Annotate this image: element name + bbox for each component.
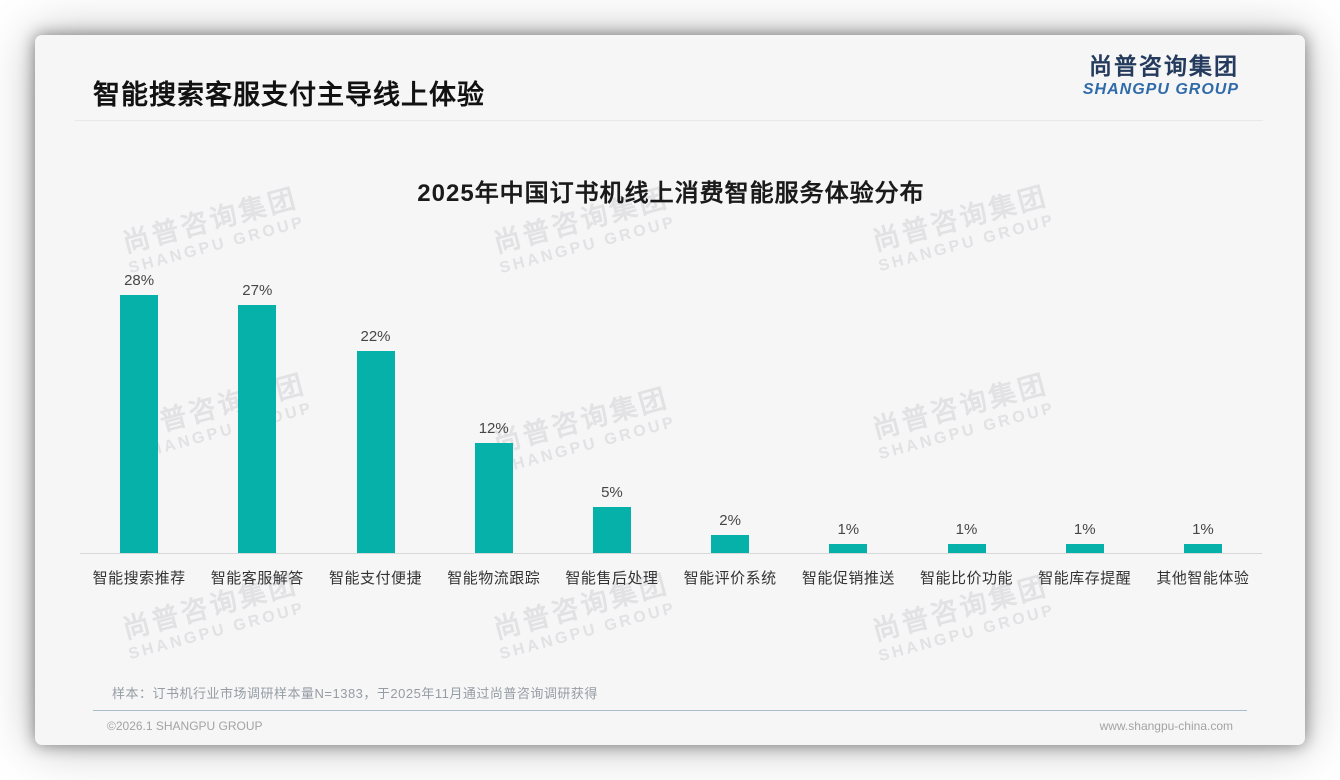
bar-column: 27% (198, 180, 316, 553)
category-label: 智能客服解答 (210, 570, 304, 587)
bar-value-label: 5% (601, 484, 623, 501)
category-label: 智能售后处理 (565, 570, 659, 587)
bar (1183, 543, 1222, 553)
bar-column: 1% (1144, 180, 1262, 553)
category-label: 智能比价功能 (920, 570, 1014, 587)
page-title: 智能搜索客服支付主导线上体验 (93, 80, 485, 110)
category-label: 智能促销推送 (801, 570, 895, 587)
bar-value-label: 12% (478, 419, 509, 437)
bar-value-label: 27% (242, 281, 273, 299)
bar (711, 534, 750, 553)
bar (829, 543, 868, 553)
bar-value-label: 22% (360, 327, 391, 345)
bar-value-label: 1% (1192, 520, 1214, 538)
bar-value-label: 28% (124, 272, 155, 290)
bar-column: 1% (789, 180, 907, 553)
bar (592, 507, 631, 553)
category-label: 智能评价系统 (683, 570, 777, 587)
website-text: www.shangpu-china.com (1099, 719, 1233, 733)
chart-title: 2025年中国订书机线上消费智能服务体验分布 (417, 180, 925, 207)
bar-chart-plot-area: 28% 27% 22% 12% 5% 2% 1% 1% 1% 1% (80, 180, 1262, 554)
slide-card: 尚普咨询集团 SHANGPU GROUP 尚普咨询集团 SHANGPU GROU… (35, 35, 1305, 745)
watermark-en: SHANGPU GROUP (497, 599, 679, 664)
bar-value-label: 1% (837, 520, 860, 538)
category-label: 智能搜索推荐 (92, 570, 186, 587)
bar-value-label: 1% (955, 520, 978, 538)
category-label: 智能库存提醒 (1038, 570, 1132, 587)
watermark-en: SHANGPU GROUP (876, 601, 1058, 666)
logo-cn-text: 尚普咨询集团 (1089, 53, 1239, 79)
category-axis: 智能搜索推荐 智能客服解答 智能支付便捷 智能物流跟踪 智能售后处理 智能评价系统 智能促销… (80, 554, 1262, 588)
bar (474, 442, 513, 553)
bar-column: 2% (671, 180, 789, 553)
copyright-text: ©2026.1 SHANGPU GROUP (107, 719, 263, 733)
bar-column: 28% (80, 180, 198, 553)
bar (947, 543, 986, 553)
bar-value-label: 2% (719, 511, 741, 529)
header-divider (75, 120, 1263, 121)
watermark-en: SHANGPU GROUP (126, 599, 308, 664)
bar-value-label: 1% (1073, 520, 1096, 538)
bar-column: 5% (553, 180, 671, 553)
category-label: 智能支付便捷 (329, 570, 423, 587)
bar (120, 295, 159, 553)
bar-column: 12% (435, 180, 553, 553)
footer-divider (93, 710, 1247, 711)
bar (238, 304, 277, 553)
category-label: 智能物流跟踪 (447, 570, 541, 587)
logo-en-text: SHANGPU GROUP (1082, 81, 1239, 99)
bar-column: 22% (316, 180, 434, 553)
bar (1065, 543, 1104, 553)
sample-footnote: 样本：订书机行业市场调研样本量N=1383，于2025年11月通过尚普咨询调研获… (112, 686, 598, 701)
company-logo: 尚普咨询集团 SHANGPU GROUP (1082, 53, 1239, 99)
category-label: 其他智能体验 (1156, 570, 1250, 587)
bar-column: 1% (907, 180, 1025, 553)
bar-column: 1% (1026, 180, 1144, 553)
bar (356, 350, 395, 553)
